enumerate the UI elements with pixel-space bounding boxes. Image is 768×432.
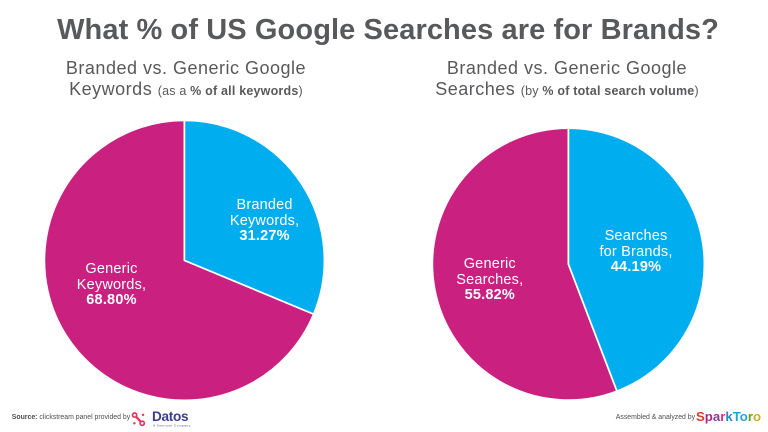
svg-text:Datos: Datos [152, 409, 188, 424]
svg-text:A Semrush Company: A Semrush Company [153, 424, 191, 428]
